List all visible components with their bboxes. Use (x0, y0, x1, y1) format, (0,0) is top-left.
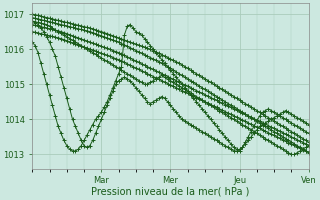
X-axis label: Pression niveau de la mer( hPa ): Pression niveau de la mer( hPa ) (91, 187, 250, 197)
